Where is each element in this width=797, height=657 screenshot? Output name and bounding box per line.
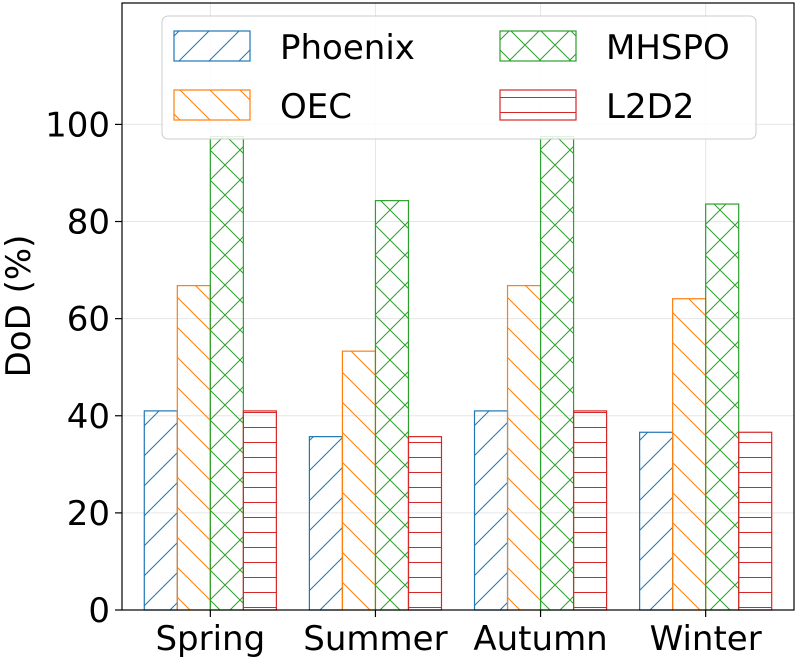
x-axis: Spring Summer Autumn Winter bbox=[155, 610, 762, 657]
y-tick-label: 60 bbox=[67, 300, 110, 340]
legend-box bbox=[161, 15, 757, 140]
bar-oec-spring bbox=[176, 285, 211, 611]
legend-swatch-phoenix bbox=[173, 30, 251, 62]
bar-mhspo-winter bbox=[705, 203, 740, 611]
bar-l2d2-autumn bbox=[572, 410, 608, 611]
bar-phoenix-summer bbox=[308, 436, 344, 611]
x-tick-label-summer: Summer bbox=[303, 619, 447, 657]
legend-label-phoenix: Phoenix bbox=[280, 28, 415, 68]
y-tick-label: 0 bbox=[88, 591, 110, 631]
x-tick-label-autumn: Autumn bbox=[473, 619, 607, 657]
legend-label-oec: OEC bbox=[280, 87, 352, 127]
legend-label-l2d2: L2D2 bbox=[606, 87, 694, 127]
y-axis-label: DoD (%) bbox=[0, 235, 39, 378]
bar-l2d2-winter bbox=[738, 431, 773, 611]
legend-swatch-oec bbox=[173, 89, 251, 121]
bar-oec-autumn bbox=[506, 285, 542, 611]
y-tick-label: 20 bbox=[67, 494, 110, 534]
x-tick-label-spring: Spring bbox=[155, 619, 265, 657]
legend-swatch-mhspo bbox=[499, 30, 577, 62]
bar-phoenix-spring bbox=[143, 410, 178, 611]
y-axis: 0 20 40 60 80 100 bbox=[45, 105, 122, 631]
bar-l2d2-summer bbox=[407, 436, 443, 611]
bar-mhspo-spring bbox=[209, 135, 244, 611]
bar-mhspo-summer bbox=[374, 200, 410, 611]
bar-oec-winter bbox=[672, 298, 707, 611]
y-tick-label: 80 bbox=[67, 203, 110, 243]
y-tick-label: 40 bbox=[67, 397, 110, 437]
y-tick-label: 100 bbox=[45, 105, 110, 145]
plot-frame bbox=[121, 2, 795, 611]
legend-label-mhspo: MHSPO bbox=[606, 28, 730, 68]
bar-series-group bbox=[143, 135, 773, 611]
x-tick-label-winter: Winter bbox=[650, 619, 762, 657]
bar-mhspo-autumn bbox=[539, 135, 575, 611]
bar-oec-summer bbox=[341, 350, 377, 611]
legend: Phoenix OEC MHSPO L2D2 bbox=[161, 15, 757, 140]
bar-l2d2-spring bbox=[242, 410, 277, 611]
bar-phoenix-winter bbox=[639, 431, 674, 611]
bar-phoenix-autumn bbox=[473, 410, 509, 611]
legend-swatch-l2d2 bbox=[499, 89, 577, 121]
